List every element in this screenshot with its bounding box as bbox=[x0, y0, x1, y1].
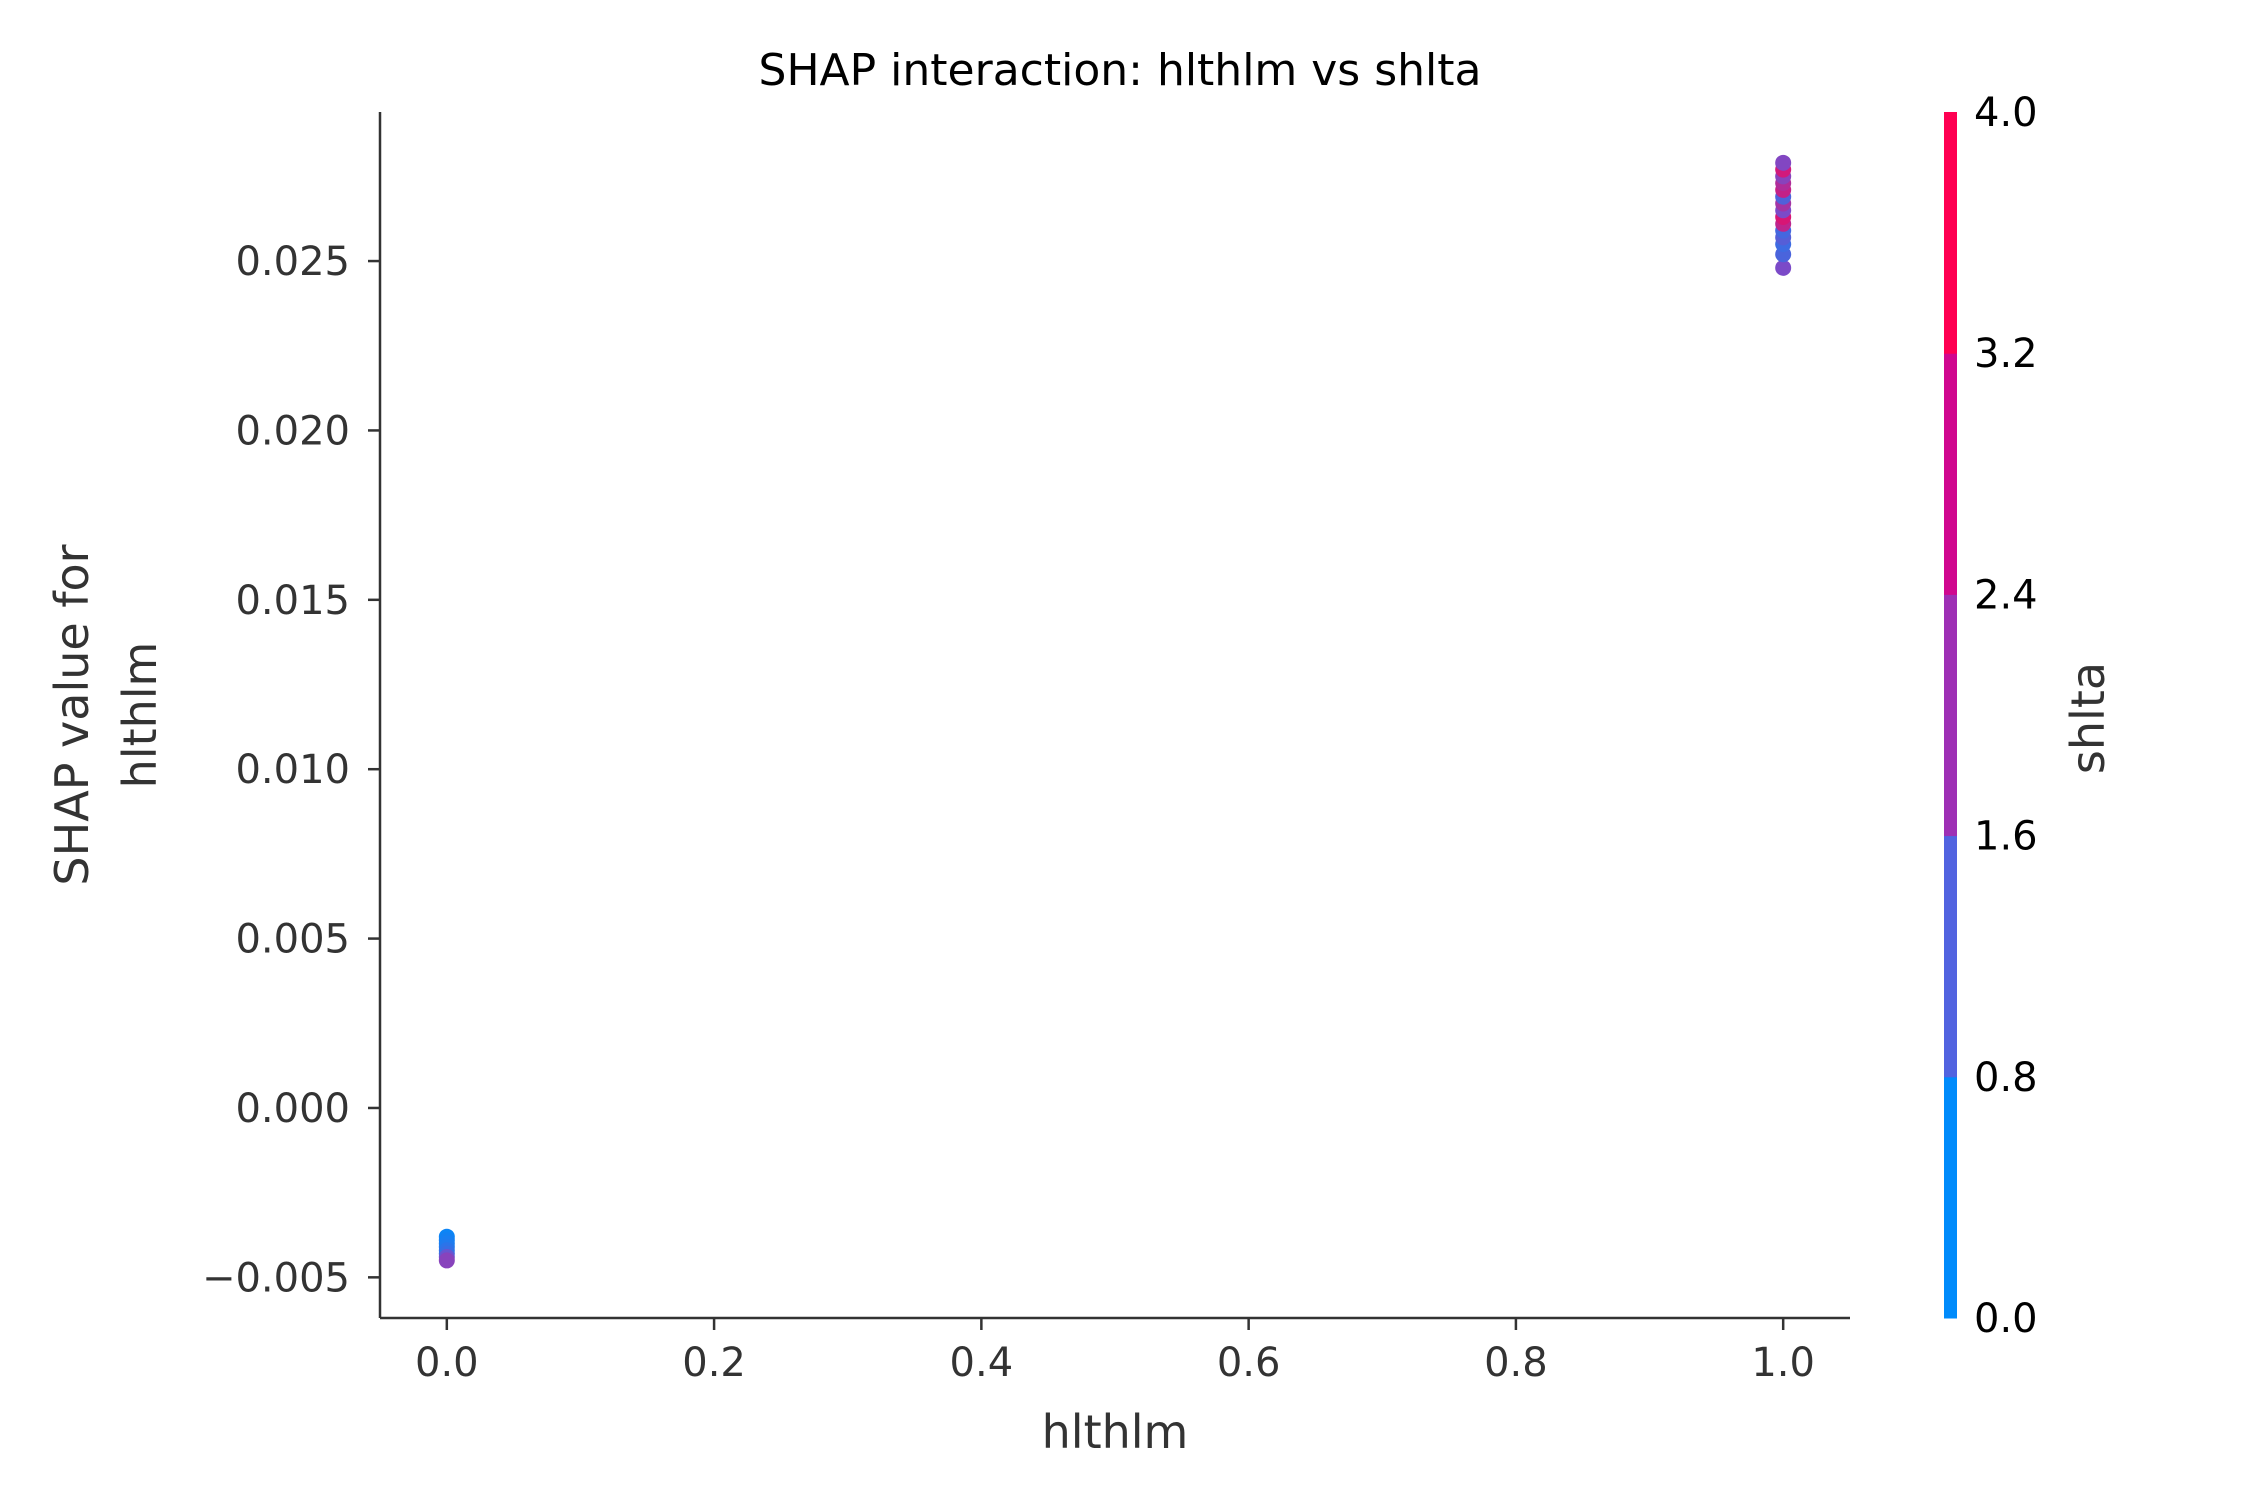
colorbar-tick-label: 3.2 bbox=[1974, 331, 2038, 377]
chart-title: SHAP interaction: hlthlm vs shlta bbox=[759, 45, 1482, 96]
y-tick-label: −0.005 bbox=[202, 1255, 350, 1301]
colorbar: 0.0 0.8 1.6 2.4 3.2 4.0 shlta bbox=[1944, 90, 2115, 1342]
x-ticks: 0.0 0.2 0.4 0.6 0.8 1.0 bbox=[415, 1318, 1815, 1386]
plot-area: 0.0 0.2 0.4 0.6 0.8 1.0 −0.005 0.000 0.005 0.010… bbox=[202, 112, 1850, 1386]
x-tick-label: 0.4 bbox=[950, 1340, 1014, 1386]
colorbar-segment bbox=[1944, 594, 1957, 837]
colorbar-segment bbox=[1944, 112, 1957, 354]
x-tick-label: 0.8 bbox=[1484, 1340, 1548, 1386]
colorbar-tick-label: 0.8 bbox=[1974, 1055, 2038, 1101]
y-tick-label: 0.010 bbox=[235, 747, 350, 793]
colorbar-tick-label: 1.6 bbox=[1974, 814, 2038, 860]
y-axis-title-line-1: SHAP value for bbox=[45, 544, 99, 885]
x-axis-title: hlthlm bbox=[1042, 1405, 1189, 1459]
scatter-point bbox=[1775, 259, 1792, 276]
colorbar-segment bbox=[1944, 1076, 1957, 1319]
y-tick-label: 0.015 bbox=[235, 578, 350, 624]
y-tick-label: 0.025 bbox=[235, 239, 350, 285]
y-tick-label: 0.000 bbox=[235, 1086, 350, 1132]
scatter-points bbox=[438, 154, 1792, 1269]
scatter-point bbox=[1775, 154, 1792, 171]
colorbar-ticks: 0.0 0.8 1.6 2.4 3.2 4.0 bbox=[1974, 90, 2038, 1342]
colorbar-tick-label: 0.0 bbox=[1974, 1296, 2038, 1342]
colorbar-segment bbox=[1944, 835, 1957, 1078]
x-tick-label: 0.2 bbox=[682, 1340, 746, 1386]
x-tick-label: 0.6 bbox=[1217, 1340, 1281, 1386]
x-tick-label: 1.0 bbox=[1751, 1340, 1815, 1386]
y-ticks: −0.005 0.000 0.005 0.010 0.015 0.020 0.025 bbox=[202, 239, 380, 1301]
y-tick-label: 0.005 bbox=[235, 917, 350, 963]
y-tick-label: 0.020 bbox=[235, 408, 350, 454]
colorbar-title: shlta bbox=[2061, 662, 2115, 774]
scatter-point bbox=[438, 1252, 455, 1269]
x-tick-label: 0.0 bbox=[415, 1340, 479, 1386]
colorbar-tick-label: 4.0 bbox=[1974, 90, 2038, 136]
colorbar-segments bbox=[1944, 112, 1957, 1319]
y-axis-title: SHAP value for hlthlm bbox=[45, 544, 167, 885]
colorbar-tick-label: 2.4 bbox=[1974, 572, 2038, 618]
y-axis-title-line-2: hlthlm bbox=[113, 642, 167, 789]
colorbar-segment bbox=[1944, 353, 1957, 595]
